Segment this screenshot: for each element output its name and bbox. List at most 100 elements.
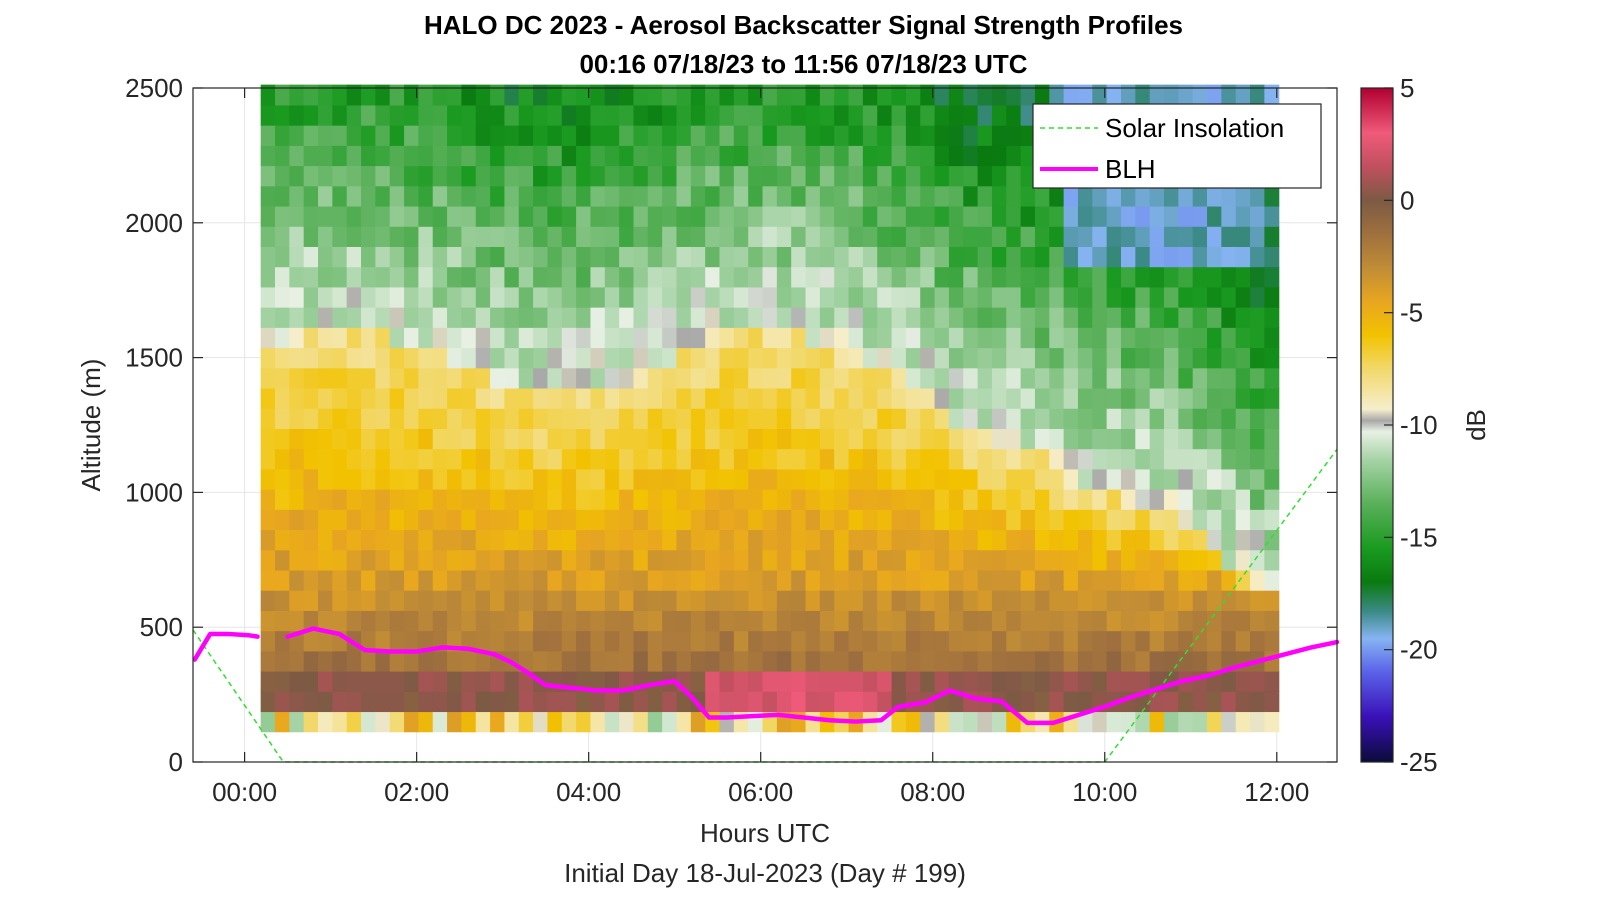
heatmap-cell bbox=[1077, 367, 1093, 389]
heatmap-cell bbox=[533, 125, 549, 146]
colorbar: 50-5-10-15-20-25 dB bbox=[1360, 73, 1491, 777]
colorbar-tick-label-1: 0 bbox=[1400, 185, 1414, 215]
heatmap-cell bbox=[963, 347, 979, 369]
heatmap-cell bbox=[332, 84, 348, 106]
heatmap-cell bbox=[461, 711, 477, 733]
heatmap-cell bbox=[1120, 509, 1136, 531]
chart-subtitle: 00:16 07/18/23 to 11:56 07/18/23 UTC bbox=[579, 49, 1028, 79]
heatmap-cell bbox=[389, 226, 405, 247]
heatmap-cell bbox=[361, 266, 376, 288]
heatmap-cell bbox=[518, 509, 534, 531]
heatmap-cell bbox=[475, 165, 491, 187]
heatmap-cell bbox=[662, 205, 678, 227]
heatmap-cell bbox=[705, 347, 721, 369]
heatmap-cell bbox=[1092, 367, 1108, 389]
heatmap-cell bbox=[418, 408, 434, 429]
heatmap-cell bbox=[647, 347, 663, 369]
heatmap-cell bbox=[289, 529, 305, 551]
heatmap-cell bbox=[260, 125, 276, 146]
heatmap-cell bbox=[604, 185, 620, 207]
heatmap-cell bbox=[776, 286, 792, 308]
heatmap-cell bbox=[877, 125, 893, 146]
heatmap-cell bbox=[1049, 185, 1065, 207]
heatmap-cell bbox=[604, 711, 620, 733]
heatmap-cell bbox=[791, 327, 807, 349]
heatmap-cell bbox=[1207, 650, 1222, 672]
heatmap-cell bbox=[590, 549, 606, 571]
heatmap-cell bbox=[647, 125, 663, 146]
heatmap-cell bbox=[275, 408, 290, 429]
heatmap-cell bbox=[375, 428, 391, 450]
heatmap-cell bbox=[318, 266, 333, 288]
heatmap-cell bbox=[318, 408, 333, 429]
heatmap-cell bbox=[1006, 165, 1022, 187]
heatmap-cell bbox=[1063, 347, 1079, 369]
heatmap-cell bbox=[791, 428, 807, 450]
heatmap-cell bbox=[762, 205, 778, 227]
heatmap-cell bbox=[1049, 266, 1065, 288]
heatmap-cell bbox=[733, 549, 749, 571]
heatmap-cell bbox=[1020, 84, 1036, 106]
heatmap-cell bbox=[1135, 185, 1151, 207]
heatmap-cell bbox=[719, 428, 735, 450]
heatmap-cell bbox=[619, 509, 635, 531]
heatmap-cell bbox=[518, 428, 534, 450]
heatmap-cell bbox=[1006, 529, 1022, 551]
y-tick-label-4: 2000 bbox=[125, 208, 183, 238]
heatmap-cell bbox=[776, 84, 792, 106]
heatmap-cell bbox=[762, 489, 778, 510]
heatmap-cell bbox=[1250, 448, 1265, 470]
heatmap-cell bbox=[676, 307, 692, 328]
heatmap-cell bbox=[590, 448, 606, 470]
heatmap-cell bbox=[1149, 266, 1165, 288]
heatmap-cell bbox=[1264, 327, 1280, 349]
heatmap-cell bbox=[1063, 266, 1079, 288]
heatmap-cell bbox=[819, 205, 835, 227]
heatmap-cell bbox=[303, 226, 319, 247]
heatmap-cell bbox=[733, 448, 749, 470]
heatmap-cell bbox=[275, 367, 290, 389]
heatmap-cell bbox=[604, 84, 620, 106]
heatmap-cell bbox=[934, 569, 950, 591]
heatmap-cell bbox=[1006, 367, 1022, 389]
heatmap-cell bbox=[447, 650, 463, 672]
heatmap-cell bbox=[1049, 347, 1065, 369]
heatmap-cell bbox=[346, 246, 362, 268]
heatmap-cell bbox=[1020, 569, 1036, 591]
heatmap-cell bbox=[676, 428, 692, 450]
heatmap-cell bbox=[1063, 226, 1079, 247]
heatmap-cell bbox=[1235, 387, 1251, 409]
heatmap-cell bbox=[1207, 84, 1222, 106]
heatmap-cell bbox=[991, 569, 1007, 591]
heatmap-cell bbox=[318, 367, 333, 389]
heatmap-cell bbox=[791, 590, 807, 611]
heatmap-cell bbox=[619, 84, 635, 106]
heatmap-cell bbox=[1178, 226, 1194, 247]
heatmap-cell bbox=[1063, 387, 1079, 409]
heatmap-cell bbox=[332, 468, 348, 490]
heatmap-cell bbox=[991, 347, 1007, 369]
heatmap-cell bbox=[1235, 529, 1251, 551]
heatmap-cell bbox=[346, 327, 362, 349]
heatmap-cell bbox=[1020, 145, 1036, 167]
heatmap-cell bbox=[647, 428, 663, 450]
heatmap-cell bbox=[619, 630, 635, 652]
heatmap-cell bbox=[318, 84, 333, 106]
heatmap-cell bbox=[275, 327, 290, 349]
heatmap-cell bbox=[518, 650, 534, 672]
heatmap-cell bbox=[1164, 468, 1179, 490]
heatmap-cell bbox=[819, 569, 835, 591]
heatmap-cell bbox=[1250, 489, 1265, 510]
heatmap-cell bbox=[719, 145, 735, 167]
heatmap-cell bbox=[647, 590, 663, 611]
heatmap-cell bbox=[1164, 327, 1179, 349]
heatmap-cell bbox=[848, 205, 864, 227]
heatmap-cell bbox=[991, 711, 1007, 733]
heatmap-cell bbox=[1221, 569, 1237, 591]
heatmap-cell bbox=[533, 226, 549, 247]
heatmap-cell bbox=[1192, 286, 1208, 308]
heatmap-cell bbox=[1235, 691, 1251, 713]
heatmap-cell bbox=[1092, 489, 1108, 510]
heatmap-cell bbox=[834, 549, 850, 571]
heatmap-cell bbox=[805, 529, 821, 551]
